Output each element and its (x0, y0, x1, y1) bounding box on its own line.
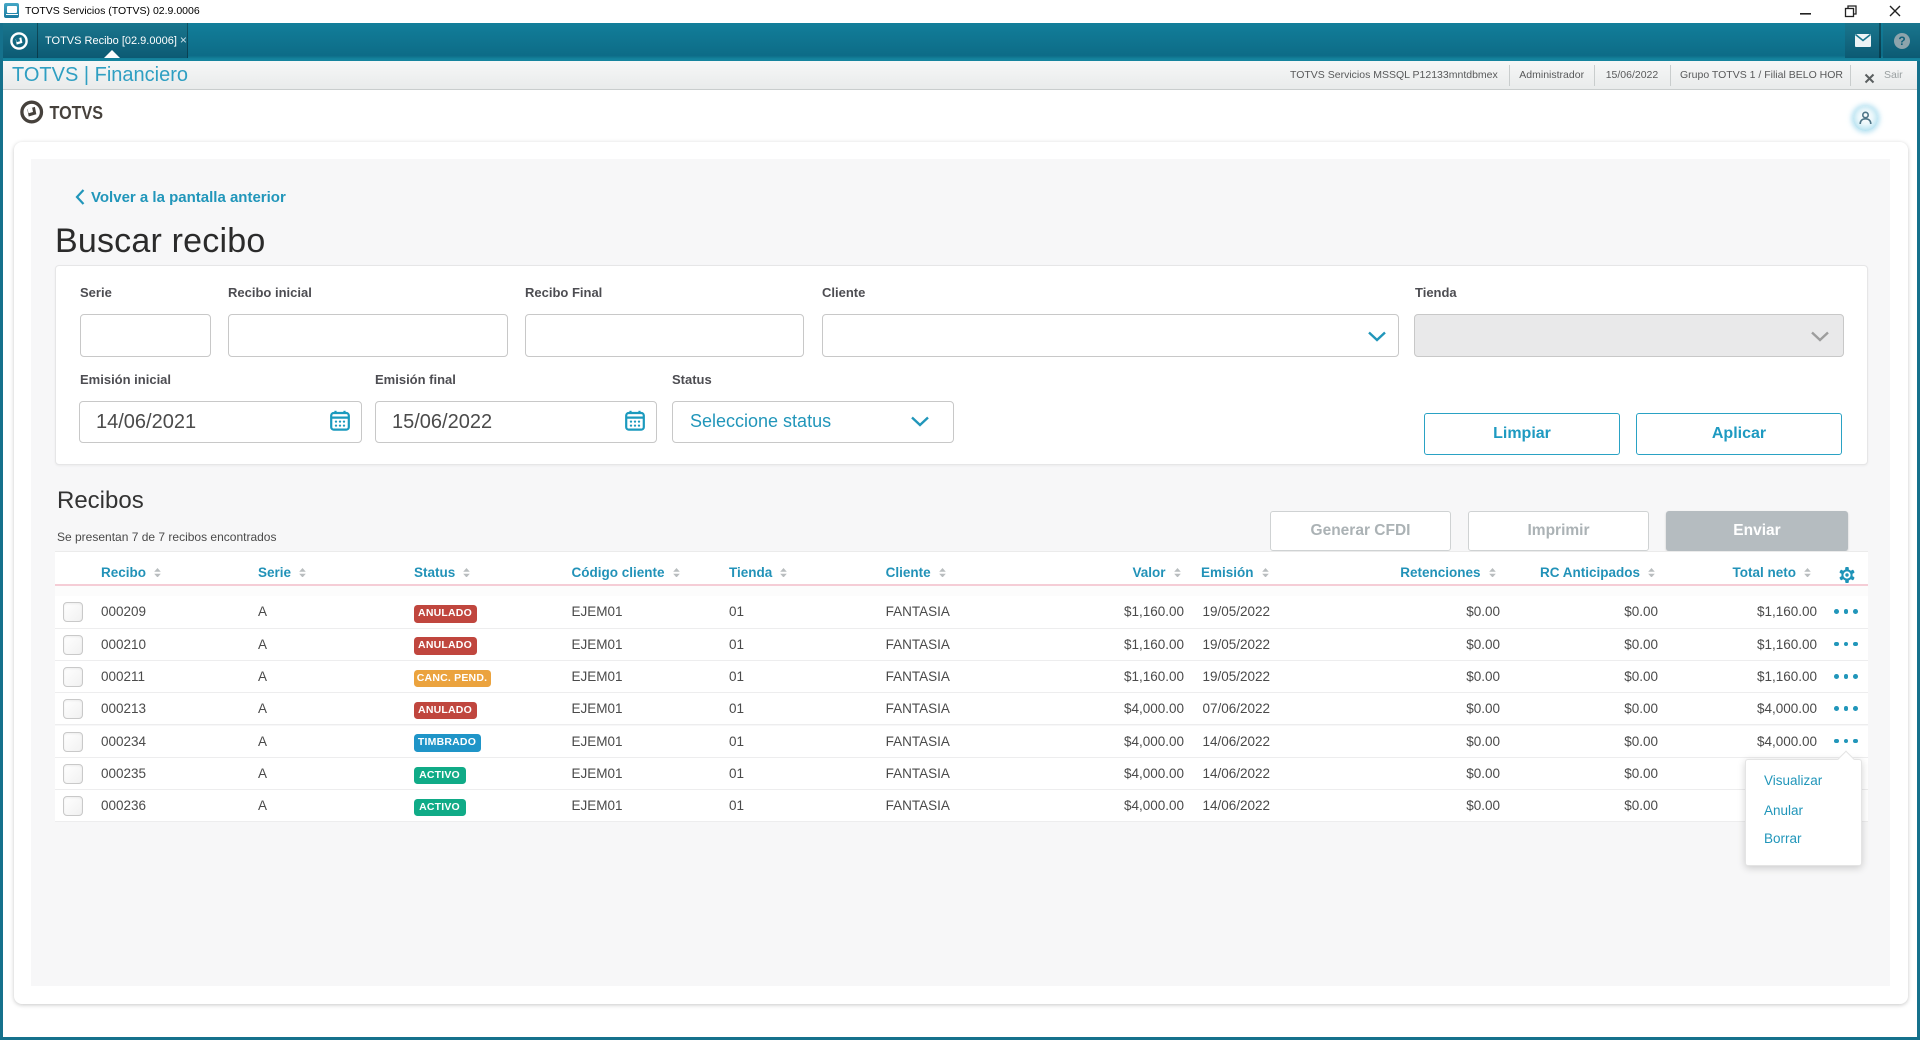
svg-text:TOTVS: TOTVS (50, 102, 104, 123)
svg-text:?: ? (1898, 34, 1905, 48)
